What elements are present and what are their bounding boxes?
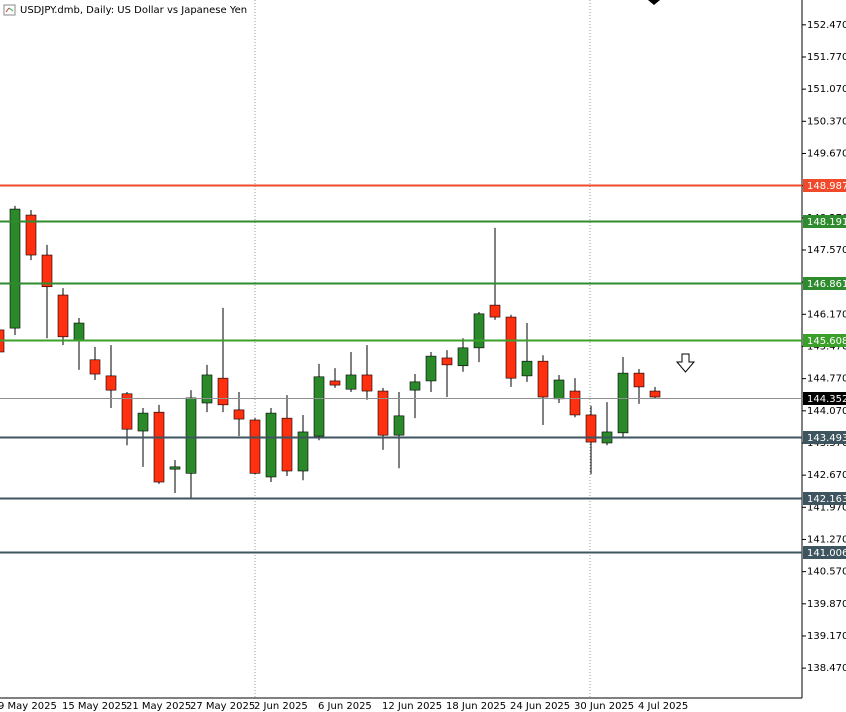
level-label-box <box>803 334 846 347</box>
level-label: 142.163 <box>807 494 846 505</box>
y-tick-label: 141.270 <box>807 534 846 545</box>
candle-body <box>425 355 437 382</box>
x-tick-label: 15 May 2025 <box>62 701 127 712</box>
candle-body <box>617 372 629 434</box>
y-tick-label: 138.470 <box>807 663 846 674</box>
y-tick-label: 146.170 <box>807 309 846 320</box>
level-label: 148.987 <box>807 181 846 192</box>
x-tick-label: 21 May 2025 <box>126 701 191 712</box>
level-label-box <box>803 431 846 444</box>
candle-body <box>441 357 453 366</box>
level-label-box <box>803 277 846 290</box>
candle-body <box>393 415 405 436</box>
y-tick-label: 139.870 <box>807 599 846 610</box>
candle-body <box>537 360 549 398</box>
level-label-box <box>803 392 846 405</box>
x-tick-label: 6 Jun 2025 <box>318 701 372 712</box>
y-tick-label: 141.970 <box>807 502 846 513</box>
y-tick-label: 151.770 <box>807 52 846 63</box>
y-tick-label: 147.570 <box>807 245 846 256</box>
candle-body <box>73 322 85 341</box>
signal-arrow <box>648 0 660 5</box>
x-tick-label: 27 May 2025 <box>190 701 255 712</box>
candle-body <box>409 381 421 391</box>
candle-body <box>153 411 165 483</box>
candle-body <box>313 376 325 437</box>
candle-body <box>281 417 293 472</box>
candle-body <box>489 304 501 318</box>
candle-body <box>137 412 149 432</box>
candle-body <box>89 359 101 375</box>
y-tick-label: 144.070 <box>807 406 846 417</box>
level-label-box <box>803 179 846 192</box>
x-tick-label: 12 Jun 2025 <box>382 701 442 712</box>
symbol-icon <box>3 4 16 16</box>
x-tick-label: 24 Jun 2025 <box>510 701 570 712</box>
candle-body <box>553 379 565 400</box>
chart-title: USDJPY.dmb, Daily: US Dollar vs Japanese… <box>20 5 247 16</box>
candle-body <box>201 374 213 404</box>
candle-body <box>297 431 309 472</box>
level-label: 144.352 <box>807 394 846 405</box>
y-tick-label: 139.170 <box>807 631 846 642</box>
candle-body <box>9 208 21 329</box>
candle-body <box>505 316 517 379</box>
candle-body <box>265 412 277 478</box>
level-label-box <box>803 215 846 228</box>
candle-body <box>569 390 581 416</box>
candle-body <box>457 347 469 367</box>
y-tick-label: 152.470 <box>807 20 846 31</box>
level-label: 146.861 <box>807 279 846 290</box>
level-label-box <box>803 492 846 505</box>
candle-body <box>473 313 485 349</box>
x-tick-label: 30 Jun 2025 <box>574 701 634 712</box>
x-tick-label: 18 Jun 2025 <box>446 701 506 712</box>
candle-body <box>345 374 357 390</box>
candle-body <box>121 393 133 430</box>
candle-body <box>169 466 181 470</box>
y-tick-label: 150.370 <box>807 116 846 127</box>
x-tick-label: 9 May 2025 <box>0 701 57 712</box>
plot <box>0 205 661 500</box>
candle-body <box>25 214 37 256</box>
candle-body <box>649 390 661 398</box>
candle-body <box>329 380 341 386</box>
candle-body <box>233 409 245 420</box>
sell-signal-arrow <box>675 353 696 373</box>
level-label: 148.191 <box>807 217 846 228</box>
candle-body <box>105 375 117 391</box>
y-tick-label: 144.770 <box>807 374 846 385</box>
candle-body <box>521 360 533 377</box>
level-label: 143.493 <box>807 433 846 444</box>
y-tick-label: 149.670 <box>807 148 846 159</box>
candle-body <box>57 294 69 338</box>
candle-body <box>185 397 197 474</box>
level-label: 145.608 <box>807 336 846 347</box>
level-label: 141.006 <box>807 548 846 559</box>
x-tick-label: 4 Jul 2025 <box>638 701 688 712</box>
level-label-box <box>803 546 846 559</box>
candle-body <box>377 390 389 436</box>
y-tick-label: 151.070 <box>807 84 846 95</box>
candle-body <box>217 377 229 406</box>
candle-body <box>361 374 373 392</box>
candle-body <box>633 372 645 388</box>
x-tick-label: 2 Jun 2025 <box>254 701 308 712</box>
candle-body <box>585 414 597 443</box>
candle-body <box>249 419 261 474</box>
candle-body <box>41 254 53 288</box>
y-tick-label: 140.570 <box>807 567 846 578</box>
y-tick-label: 142.670 <box>807 470 846 481</box>
